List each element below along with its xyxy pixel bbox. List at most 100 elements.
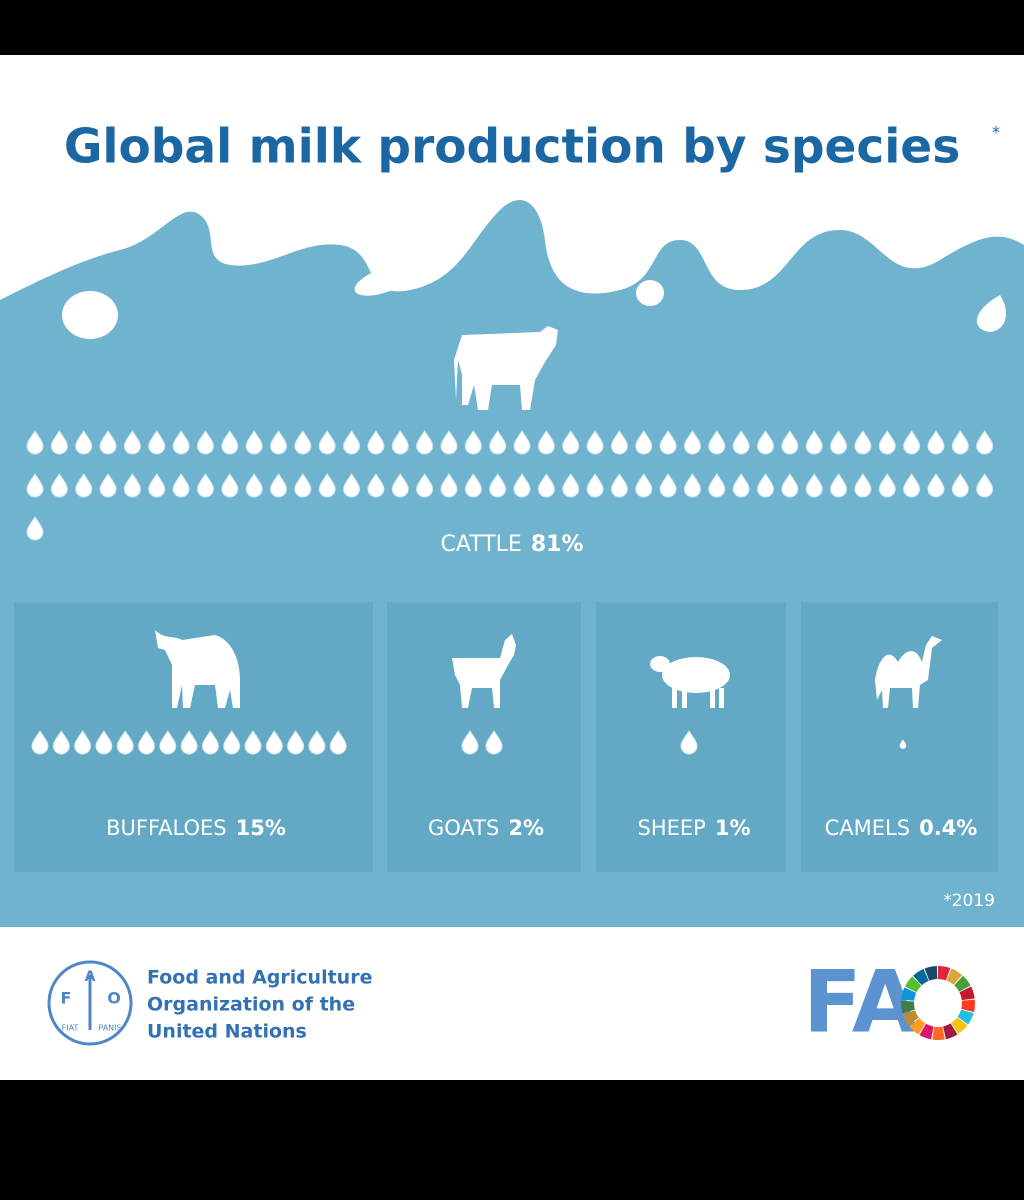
drop-group — [26, 430, 994, 541]
milk-drop — [221, 473, 239, 498]
milk-splash — [976, 295, 1006, 332]
milk-drop — [610, 430, 628, 455]
milk-drop — [391, 430, 409, 455]
milk-drop — [343, 473, 361, 498]
emblem-letter: O — [107, 989, 121, 1008]
milk-drop — [903, 430, 921, 455]
drop-group — [461, 730, 503, 755]
org-name: United Nations — [147, 1021, 307, 1043]
milk-drop — [116, 730, 134, 755]
milk-drop — [586, 430, 604, 455]
milk-drop — [537, 473, 555, 498]
milk-drop — [75, 430, 93, 455]
category-label: BUFFALOES 15% — [106, 816, 286, 840]
milk-drop — [75, 473, 93, 498]
milk-drop — [562, 473, 580, 498]
milk-drop — [680, 730, 698, 755]
milk-drop — [294, 473, 312, 498]
milk-drop — [148, 430, 166, 455]
milk-drop — [416, 473, 434, 498]
milk-drop — [287, 730, 305, 755]
sdg-segment — [959, 986, 975, 1001]
milk-drop — [781, 473, 799, 498]
milk-drop — [659, 430, 677, 455]
value-label: 2% — [508, 816, 544, 840]
milk-drop — [26, 473, 44, 498]
milk-drop — [148, 473, 166, 498]
milk-drop — [440, 430, 458, 455]
milk-drop — [265, 730, 283, 755]
milk-drop — [708, 473, 726, 498]
milk-drop — [683, 430, 701, 455]
sdg-segment — [943, 1023, 958, 1040]
sdg-segment — [919, 1023, 934, 1040]
category-name: BUFFALOES — [106, 816, 226, 840]
milk-drop — [159, 730, 177, 755]
milk-drop — [391, 473, 409, 498]
milk-drop — [343, 430, 361, 455]
milk-splash — [354, 264, 416, 296]
milk-drop — [903, 473, 921, 498]
camel-icon — [875, 636, 942, 708]
milk-drop — [513, 430, 531, 455]
sdg-segment — [961, 999, 975, 1013]
value-label: 15% — [236, 816, 286, 840]
sdg-segment — [932, 1026, 945, 1041]
sdg-segment — [957, 1009, 974, 1025]
milk-drop — [245, 473, 263, 498]
sdg-wheel — [901, 966, 975, 1041]
category-name: SHEEP — [638, 816, 706, 840]
milk-drop — [927, 430, 945, 455]
milk-drop — [440, 473, 458, 498]
milk-drop — [269, 473, 288, 498]
milk-drop — [416, 430, 434, 455]
value-label: 81% — [531, 532, 584, 557]
emblem-motto: FIAT — [62, 1024, 79, 1033]
category-name: CAMELS — [825, 816, 910, 840]
milk-drop — [123, 473, 141, 498]
milk-drop — [26, 516, 44, 541]
fao-logo: FA — [803, 952, 919, 1052]
sdg-segment — [904, 976, 922, 993]
sdg-segment — [913, 968, 929, 986]
category-label: CATTLE 81% — [440, 532, 583, 557]
emblem-letter: A — [85, 969, 96, 985]
milk-drop — [50, 430, 68, 455]
sheep-icon — [650, 656, 730, 708]
milk-drop — [464, 473, 482, 498]
milk-drop — [367, 473, 385, 498]
milk-drop — [180, 730, 198, 755]
milk-drop — [951, 473, 969, 498]
milk-splash — [636, 280, 664, 306]
milk-drop — [830, 430, 848, 455]
emblem-ring — [47, 960, 133, 1046]
milk-drop — [513, 473, 531, 498]
milk-drop — [269, 430, 288, 455]
milk-drop — [31, 730, 49, 755]
milk-drop — [805, 473, 823, 498]
panel — [801, 602, 998, 872]
milk-drop — [781, 430, 799, 455]
category-name: GOATS — [428, 816, 499, 840]
milk-drop — [99, 473, 117, 498]
milk-drop — [927, 473, 945, 498]
sdg-segment — [954, 975, 971, 992]
milk-drop — [976, 430, 994, 455]
milk-drop — [26, 430, 44, 455]
milk-drop — [854, 473, 872, 498]
fao-emblem: A F O FIAT PANIS — [47, 960, 133, 1046]
milk-drop — [318, 430, 336, 455]
sdg-segment — [909, 1018, 926, 1035]
milk-drop — [196, 473, 214, 498]
drop-group — [31, 730, 347, 755]
milk-drop — [308, 730, 326, 755]
milk-drop — [756, 473, 775, 498]
milk-drop — [367, 430, 385, 455]
milk-drop — [244, 730, 262, 755]
category-label: CAMELS 0.4% — [825, 816, 978, 840]
sdg-segment — [901, 987, 917, 1001]
emblem-letter: F — [61, 989, 72, 1008]
milk-drop — [635, 473, 653, 498]
sdg-segment — [951, 1017, 968, 1034]
